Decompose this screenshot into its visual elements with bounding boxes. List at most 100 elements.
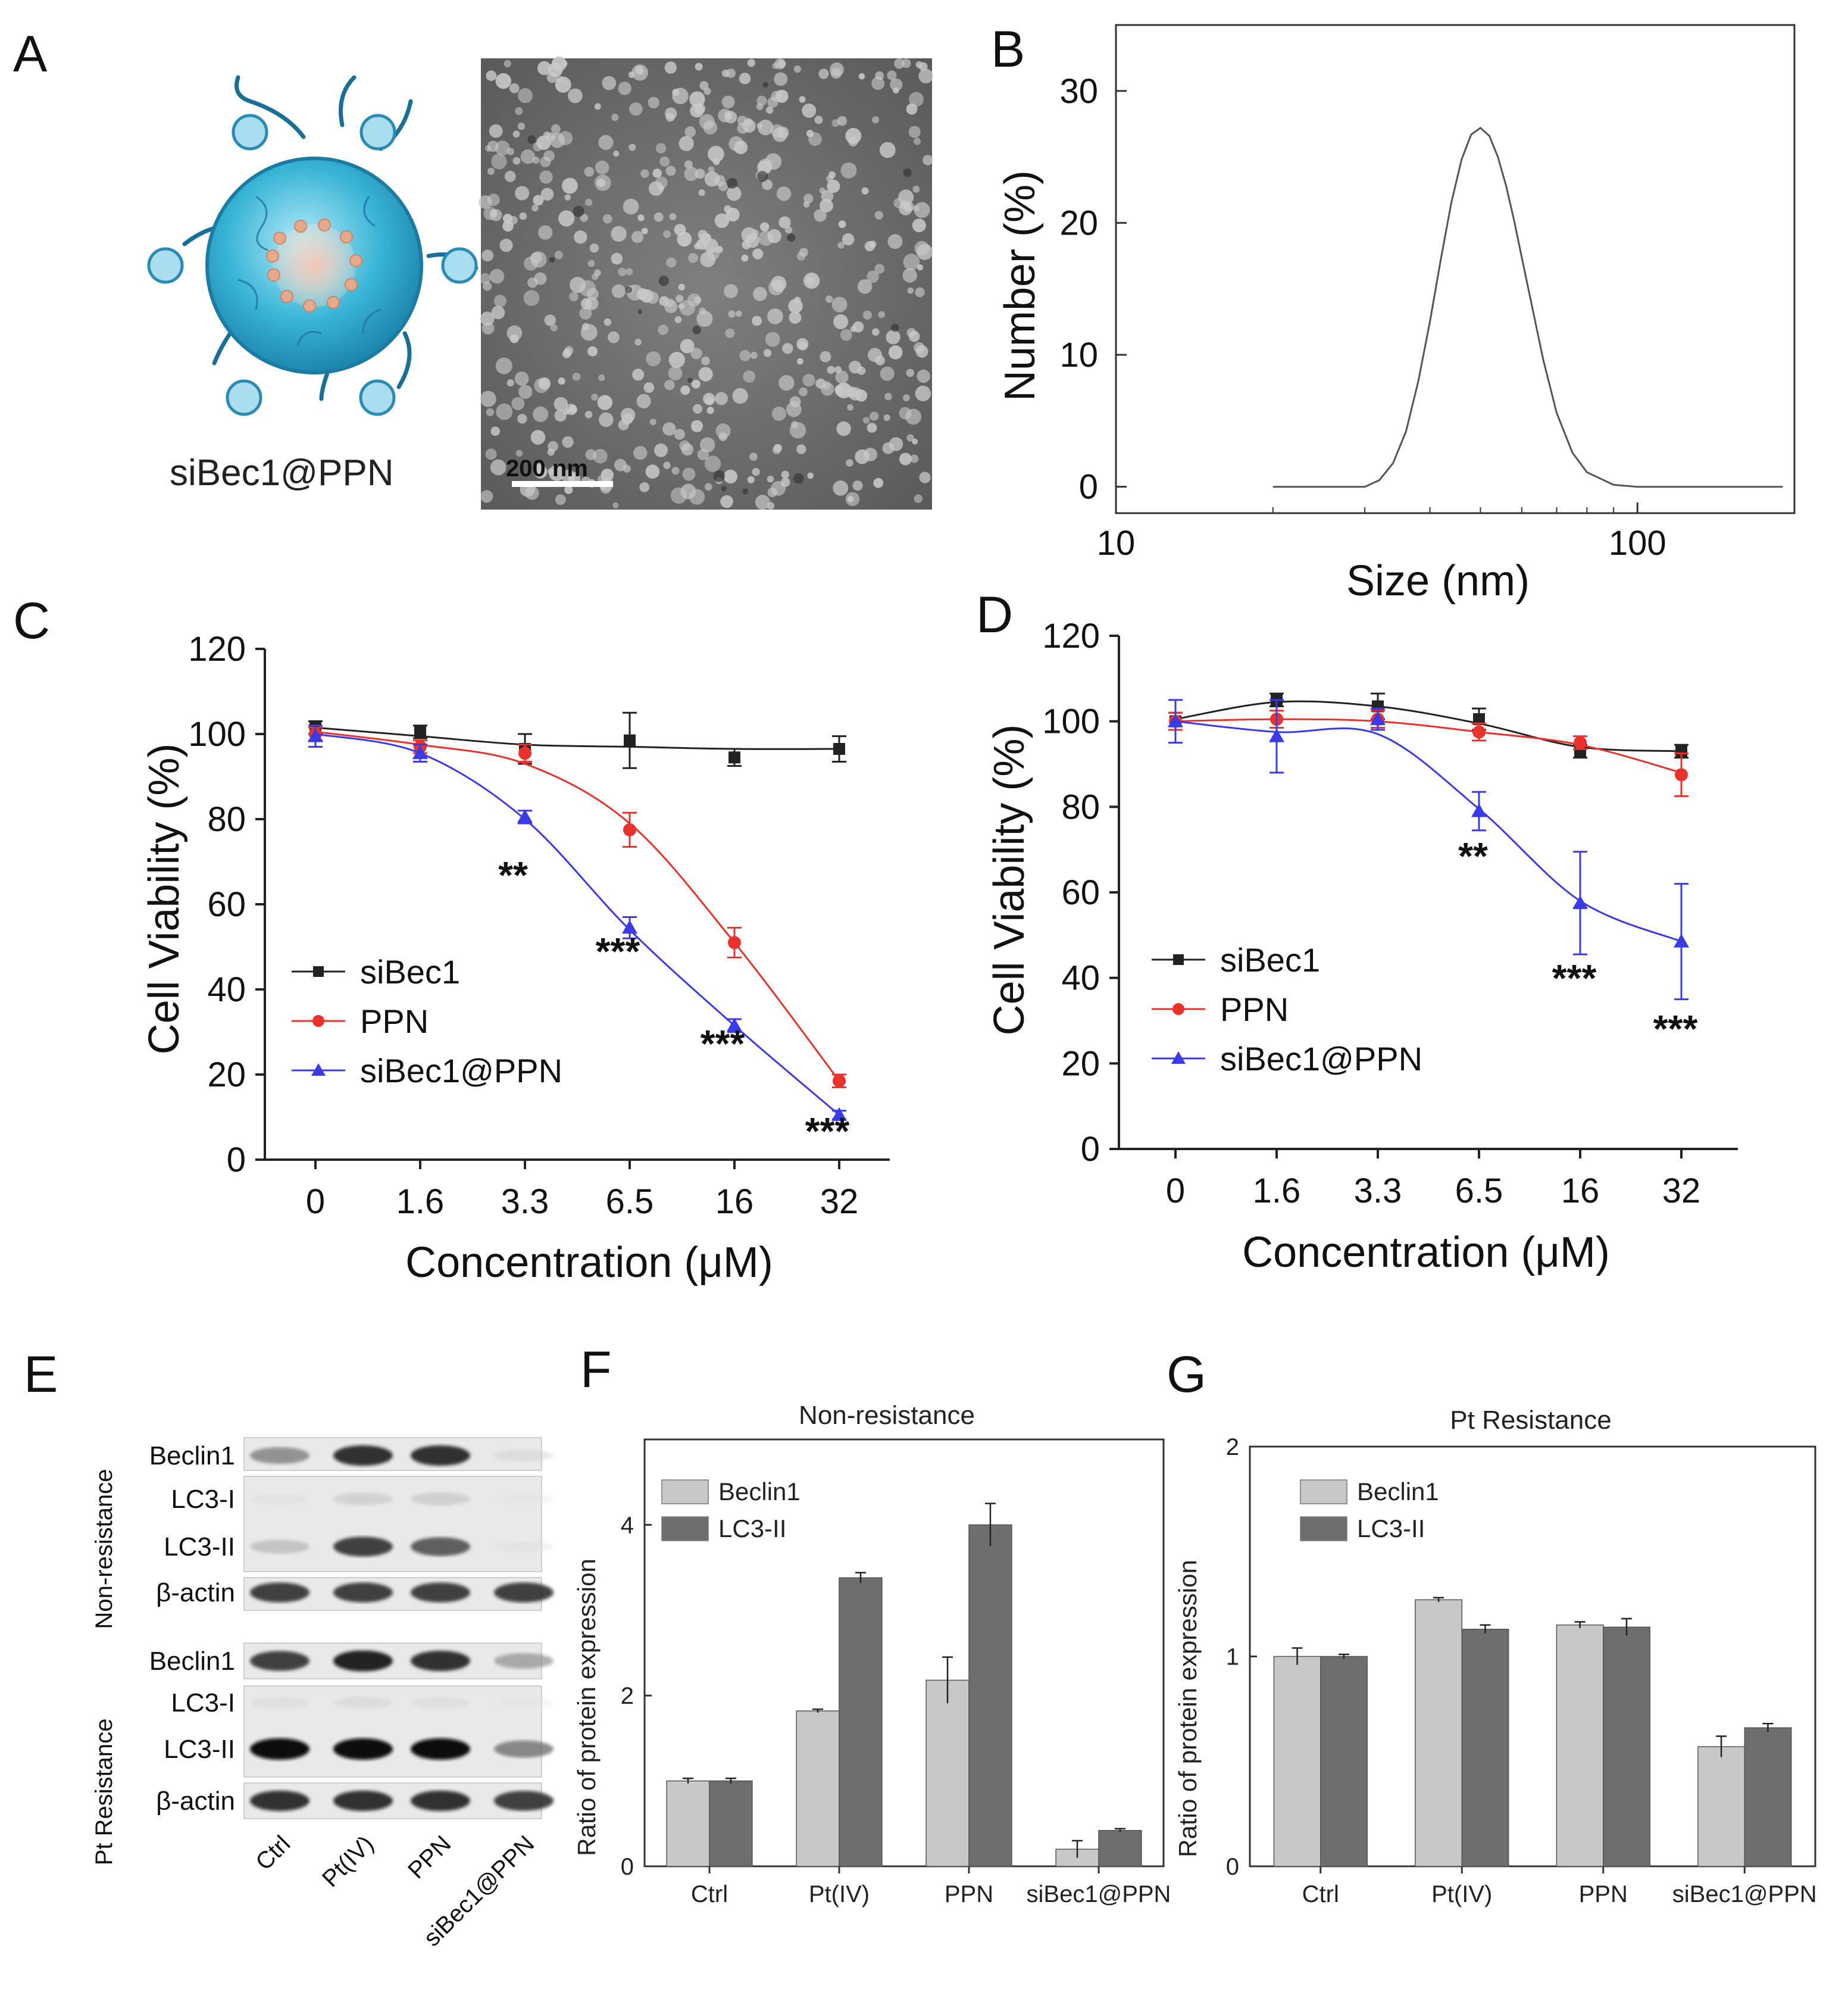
chartG-legend-label: Beclin1 bbox=[1357, 1478, 1439, 1506]
tem-particle bbox=[902, 268, 917, 283]
panel-label-g: G bbox=[1167, 1346, 1206, 1403]
tem-particle bbox=[690, 420, 703, 432]
tem-particle bbox=[490, 210, 498, 217]
tem-particle bbox=[887, 70, 897, 80]
tem-particle bbox=[726, 207, 740, 222]
tem-particle bbox=[884, 392, 892, 401]
blot-lane-label: Pt(IV) bbox=[317, 1831, 379, 1892]
tem-particle bbox=[790, 421, 798, 429]
tem-particle bbox=[611, 114, 619, 121]
tem-particle bbox=[820, 351, 831, 363]
chartD-xtick-label: 0 bbox=[1166, 1172, 1185, 1210]
peg-chain-top-left bbox=[234, 75, 306, 139]
tem-particle bbox=[540, 188, 554, 201]
tem-particle bbox=[634, 338, 642, 346]
blot-band bbox=[494, 1493, 554, 1505]
tem-particle bbox=[728, 310, 736, 318]
tem-particle bbox=[912, 438, 918, 445]
tem-particle bbox=[750, 351, 758, 359]
chartD-significance-label: *** bbox=[1552, 957, 1597, 1000]
chartC-point bbox=[623, 823, 636, 836]
tem-particle bbox=[741, 254, 749, 262]
blot-group-label-non-resistance: Non-resistance bbox=[91, 1469, 117, 1629]
tem-particle bbox=[778, 216, 791, 229]
chart-g-ylabel: Ratio of protein expression bbox=[1174, 1560, 1202, 1857]
tem-particle bbox=[767, 308, 783, 324]
tem-particle bbox=[917, 369, 930, 383]
tem-particle bbox=[671, 467, 680, 475]
tem-particle bbox=[479, 195, 492, 209]
tem-particle bbox=[632, 368, 645, 381]
tem-particles bbox=[479, 56, 933, 510]
tem-particle bbox=[789, 311, 802, 324]
tem-particle bbox=[692, 404, 703, 414]
tem-particle bbox=[480, 391, 496, 407]
panel-label-b: B bbox=[991, 21, 1025, 78]
tem-particle bbox=[720, 495, 733, 508]
tem-particle bbox=[680, 339, 695, 354]
chart-g-title: Pt Resistance bbox=[1450, 1406, 1611, 1435]
chartD-legend-marker bbox=[1172, 1003, 1184, 1015]
tem-particle bbox=[649, 419, 656, 426]
tem-particle bbox=[893, 198, 904, 208]
chartD-xtick-label: 32 bbox=[1662, 1172, 1701, 1210]
tem-particle bbox=[755, 495, 770, 510]
tem-particle bbox=[857, 366, 866, 375]
tem-particle bbox=[762, 179, 773, 190]
tem-dark-spot bbox=[793, 473, 804, 484]
tem-dark-spot bbox=[713, 470, 726, 482]
tem-particle bbox=[708, 166, 715, 173]
tem-particle bbox=[914, 138, 921, 145]
tem-particle bbox=[674, 316, 682, 323]
chartD-ytick-label: 60 bbox=[1061, 873, 1100, 912]
tem-particle bbox=[530, 430, 546, 445]
tem-particle bbox=[714, 175, 726, 186]
tem-particle bbox=[737, 115, 748, 126]
chartF-bar bbox=[709, 1780, 753, 1867]
tem-particle bbox=[915, 385, 931, 402]
tem-particle bbox=[756, 123, 763, 129]
chartG-bar bbox=[1603, 1626, 1650, 1867]
tem-particle bbox=[840, 329, 852, 341]
tem-particle bbox=[872, 116, 880, 124]
tem-particle bbox=[491, 305, 505, 320]
tem-particle bbox=[825, 295, 833, 303]
tem-particle bbox=[512, 157, 521, 165]
tem-particle bbox=[594, 103, 601, 110]
nanoparticle-illustration bbox=[147, 75, 479, 416]
tem-particle bbox=[833, 480, 849, 496]
tem-particle bbox=[646, 351, 661, 367]
chartD-point bbox=[1168, 713, 1183, 727]
chartD-point bbox=[1269, 728, 1284, 742]
tem-particle bbox=[496, 403, 513, 420]
chart-f-ylabel: Ratio of protein expression bbox=[573, 1559, 601, 1856]
blot-band bbox=[494, 1740, 554, 1758]
tem-dark-spot bbox=[687, 377, 693, 383]
tem-particle bbox=[684, 126, 696, 138]
chartF-legend-swatch bbox=[661, 1516, 709, 1541]
tem-particle bbox=[699, 233, 711, 245]
tem-particle bbox=[857, 279, 873, 294]
chartD-xtick-label: 3.3 bbox=[1354, 1172, 1402, 1210]
tem-particle bbox=[517, 414, 527, 424]
tem-dark-spot bbox=[637, 309, 643, 314]
tem-particle bbox=[677, 232, 692, 247]
tem-particle bbox=[784, 226, 793, 234]
tem-particle bbox=[555, 494, 566, 505]
tem-particle bbox=[574, 230, 587, 244]
tem-particle bbox=[584, 411, 593, 419]
tem-particle bbox=[653, 212, 664, 222]
blot-band bbox=[333, 1696, 393, 1709]
chartC-series-line bbox=[315, 726, 840, 750]
tem-particle bbox=[723, 469, 737, 484]
tem-particle bbox=[680, 385, 690, 395]
tem-particle bbox=[486, 408, 495, 417]
tem-particle bbox=[704, 455, 721, 472]
tem-particle bbox=[698, 367, 713, 382]
tem-particle bbox=[584, 167, 595, 177]
tem-particle bbox=[747, 59, 755, 67]
blot-band bbox=[333, 1650, 393, 1672]
blot-band bbox=[494, 1582, 554, 1603]
chartC-ytick-label: 120 bbox=[188, 630, 246, 669]
